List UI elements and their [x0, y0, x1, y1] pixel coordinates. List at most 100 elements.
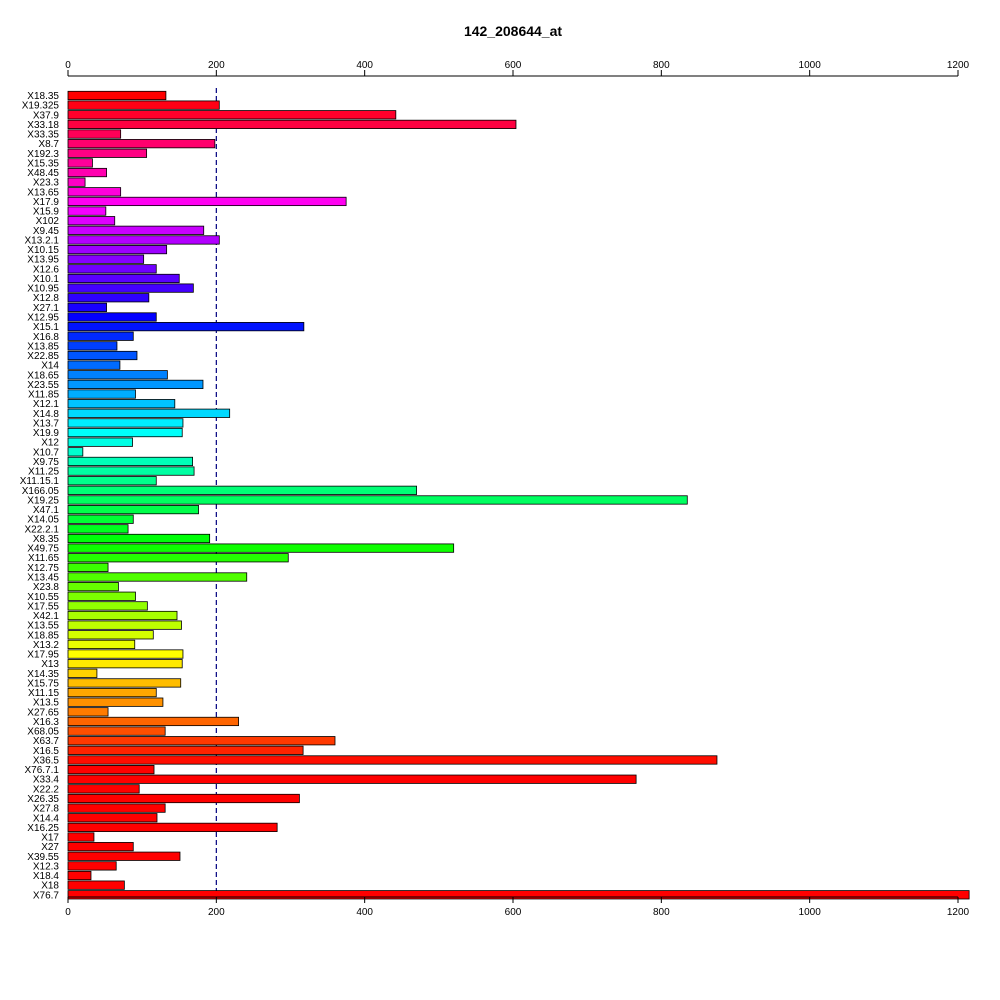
category-label: X14.4 [33, 813, 60, 824]
category-label: X12.75 [27, 563, 59, 574]
tick-label: 200 [208, 60, 225, 71]
bar-X11.85 [67, 389, 136, 399]
bar-X26.35 [67, 793, 300, 804]
bar-X14.8 [67, 408, 231, 418]
category-label: X18.65 [27, 370, 59, 381]
bar-X12.1 [67, 399, 176, 409]
bar-X15.1 [67, 322, 305, 332]
tick-label: 400 [356, 60, 373, 71]
bar-X16.25 [67, 822, 278, 832]
category-label: X102 [36, 216, 60, 227]
category-label: X11.15 [28, 688, 59, 699]
tick-label: 600 [505, 907, 522, 918]
bar-X22.85 [67, 350, 138, 361]
category-label: X10.95 [27, 284, 59, 295]
category-label: X17 [41, 833, 59, 844]
bar-X17.55 [67, 601, 148, 611]
bar-X16.8 [67, 331, 134, 341]
bar-X13.2.1 [67, 235, 220, 245]
tick-label: 200 [208, 907, 225, 918]
bar-X8.7 [67, 139, 216, 149]
category-label: X33.35 [27, 130, 59, 141]
x-axis-bottom: 0 200 400 600 800 1000 1200 [65, 896, 970, 918]
bar-X22.2 [67, 784, 140, 794]
bar-X10.55 [67, 591, 136, 601]
category-label: X13 [41, 659, 59, 670]
category-label: X14.8 [33, 409, 60, 420]
category-label: X9.75 [33, 457, 60, 468]
bar-X15.9 [67, 206, 107, 216]
category-label: X14 [41, 361, 59, 372]
bar-X23.55 [67, 379, 204, 390]
bar-X49.75 [67, 543, 455, 553]
category-label: X11.15.1 [20, 476, 60, 487]
category-label: X27 [41, 842, 59, 853]
category-label: X10.1 [33, 274, 60, 285]
chart-title: 142_208644_at [464, 23, 562, 39]
category-label: X16.5 [33, 746, 60, 757]
bar-X17.9 [67, 196, 347, 207]
bar-X192.3 [67, 148, 148, 158]
bar-X13.95 [67, 254, 145, 264]
category-label: X166.05 [22, 486, 60, 497]
bar-X18.65 [67, 370, 168, 380]
bar-X12.95 [67, 312, 157, 322]
category-label: X12.6 [33, 264, 60, 275]
bars-layer [67, 90, 970, 900]
bar-X12.6 [67, 264, 157, 274]
category-label: X23.3 [33, 178, 60, 189]
category-label: X14.35 [27, 669, 59, 680]
bar-X102 [67, 216, 116, 226]
category-label: X36.5 [33, 755, 60, 766]
bar-X33.4 [67, 774, 637, 784]
bar-X10.7 [67, 447, 84, 457]
category-label: X16.3 [33, 717, 60, 728]
category-label: X10.55 [27, 592, 59, 603]
category-label: X16.25 [27, 823, 59, 834]
category-label: X13.85 [27, 341, 59, 352]
category-label: X49.75 [27, 544, 59, 555]
category-label: X13.5 [33, 698, 60, 709]
tick-label: 1200 [947, 907, 970, 918]
category-label: X15.1 [33, 322, 60, 333]
bar-X37.9 [67, 110, 397, 120]
bar-X10.95 [67, 283, 194, 293]
bar-X10.15 [67, 244, 168, 255]
category-label: X27.65 [27, 707, 59, 718]
category-label: X48.45 [27, 168, 59, 179]
bar-X9.75 [67, 456, 193, 467]
bar-X12 [67, 437, 133, 447]
tick-label: 1000 [799, 60, 822, 71]
bar-X22.2.1 [67, 524, 129, 534]
bar-X27.65 [67, 707, 109, 717]
bar-X12.75 [67, 562, 109, 572]
category-label: X22.85 [27, 351, 59, 362]
category-label: X18.85 [27, 630, 59, 641]
category-label: X18.35 [27, 91, 59, 102]
category-label: X68.05 [27, 727, 59, 738]
bar-X68.05 [67, 726, 166, 736]
category-label: X12.1 [33, 399, 60, 410]
bar-X16.5 [67, 745, 304, 755]
category-label: X13.55 [27, 621, 59, 632]
bar-X15.75 [67, 678, 182, 688]
category-label: X12 [41, 438, 59, 449]
bar-X36.5 [67, 755, 718, 765]
bar-X11.25 [67, 466, 195, 476]
bar-X76.7 [67, 890, 970, 900]
category-label: X27.8 [33, 804, 60, 815]
category-label: X22.2.1 [25, 524, 60, 535]
bar-X13.65 [67, 187, 122, 197]
category-label: X22.2 [33, 784, 60, 795]
bar-X14.35 [67, 668, 98, 678]
category-label: X18 [41, 881, 59, 892]
bar-X166.05 [67, 485, 417, 495]
category-label: X18.4 [33, 871, 60, 882]
bar-X27.1 [67, 302, 107, 312]
bar-X15.35 [67, 158, 93, 168]
category-label: X42.1 [33, 611, 60, 622]
bar-X63.7 [67, 736, 336, 746]
bar-X16.3 [67, 716, 239, 727]
